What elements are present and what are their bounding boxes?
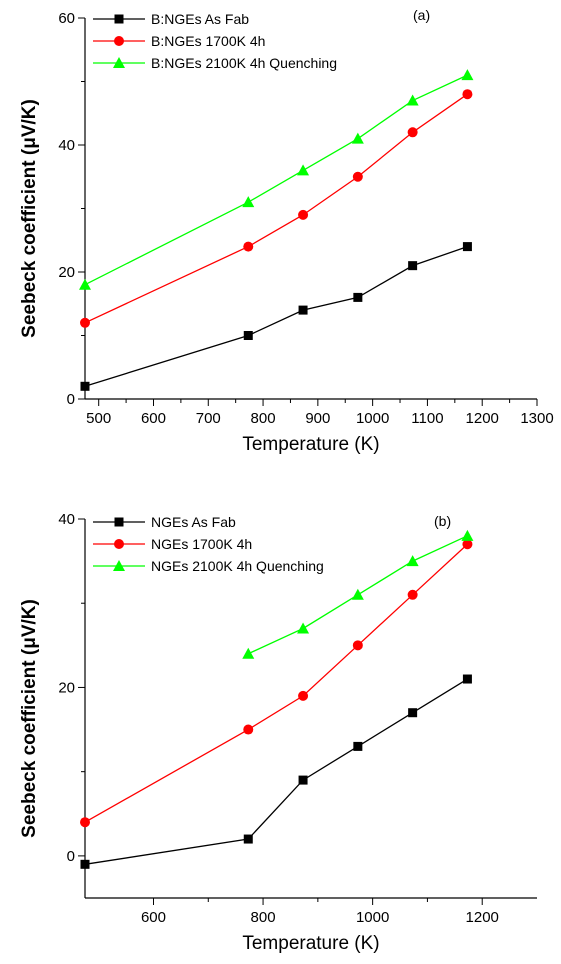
legend-marker-1 [114,539,124,549]
y-tick-label: 40 [58,137,75,154]
legend-marker-1 [114,36,124,46]
data-point-series-0 [408,708,418,718]
data-point-series-2 [406,94,419,106]
panel-b: 600 800 1000 1200 0 20 40 Temperature (K) Seebec… [19,511,537,954]
data-point-series-2 [406,555,419,567]
legend-marker-0 [114,14,124,24]
data-point-series-0 [80,859,90,869]
x-tick-label: 1000 [356,909,389,926]
y-tick-label: 0 [67,848,75,865]
data-point-series-2 [351,588,364,600]
data-point-series-1 [298,209,309,220]
legend-marker-2 [113,560,125,571]
x-tick-label: 1300 [520,410,553,427]
data-point-series-0 [408,261,418,271]
legend-entry-1: B:NGEs 1700K 4h [151,33,265,49]
y-tick-label: 40 [58,511,75,528]
series-line-2 [84,74,468,286]
data-point-series-1 [80,317,90,328]
data-point-series-1 [243,724,254,735]
data-point-series-0 [353,741,363,751]
x-tick-label: 700 [196,410,221,427]
y-axis-title: Seebeck coefficient (μV/K) [19,99,40,338]
x-tick-label: 800 [251,909,276,926]
data-point-series-1 [298,690,309,701]
data-point-series-2 [297,164,310,176]
y-axis-title: Seebeck coefficient (μV/K) [19,599,40,838]
data-point-series-2 [79,278,91,290]
legend-entry-1: NGEs 1700K 4h [151,536,252,552]
data-point-series-1 [407,127,418,138]
panel-a: 500 600 700 800 900 1000 1100 1200 1300 0 20 40 60 Te… [19,7,554,455]
data-point-series-1 [462,539,473,550]
data-point-series-2 [351,132,364,144]
legend-entry-0: B:NGEs As Fab [151,11,249,27]
x-tick-label: 1200 [466,909,499,926]
x-tick-label: 500 [86,410,111,427]
y-tick-label: 20 [58,679,75,696]
data-point-series-1 [352,640,363,651]
series-line-0 [84,678,468,865]
data-point-series-0 [298,305,308,315]
legend-entry-2: NGEs 2100K 4h Quenching [151,558,324,574]
data-point-series-0 [243,834,253,844]
y-tick-label: 60 [58,10,75,27]
legend-marker-0 [114,517,124,527]
series-line-1 [84,93,468,324]
series-line-0 [84,245,468,387]
x-tick-label: 600 [141,909,166,926]
x-axis-title: Temperature (K) [242,434,379,455]
x-tick-label: 800 [251,410,276,427]
y-tick-label: 0 [67,391,75,408]
x-tick-label: 1200 [466,410,499,427]
data-point-series-1 [352,171,363,182]
x-tick-label: 900 [305,410,330,427]
y-tick-label: 20 [58,264,75,281]
data-point-series-2 [242,196,255,208]
data-point-series-2 [461,529,474,541]
data-point-series-1 [462,89,473,100]
data-point-series-2 [242,647,255,659]
data-point-series-0 [462,242,472,252]
series-line-1 [84,543,468,823]
data-point-series-0 [298,775,308,785]
legend-entry-0: NGEs As Fab [151,514,236,530]
data-point-series-2 [297,622,310,634]
x-tick-label: 1100 [411,410,443,427]
legend-entry-2: B:NGEs 2100K 4h Quenching [151,55,337,71]
panel-label: (a) [413,7,430,23]
legend-marker-2 [113,57,125,68]
x-tick-label: 600 [141,410,166,427]
data-point-series-0 [243,331,253,340]
data-point-series-0 [80,381,90,391]
panel-label: (b) [434,513,451,529]
x-tick-label: 1000 [356,410,389,427]
data-point-series-1 [407,589,418,600]
data-point-series-1 [80,817,90,828]
data-point-series-0 [353,292,363,302]
data-point-series-2 [461,69,474,81]
data-point-series-0 [462,674,472,684]
x-axis-title: Temperature (K) [242,933,379,954]
data-point-series-1 [243,241,254,252]
